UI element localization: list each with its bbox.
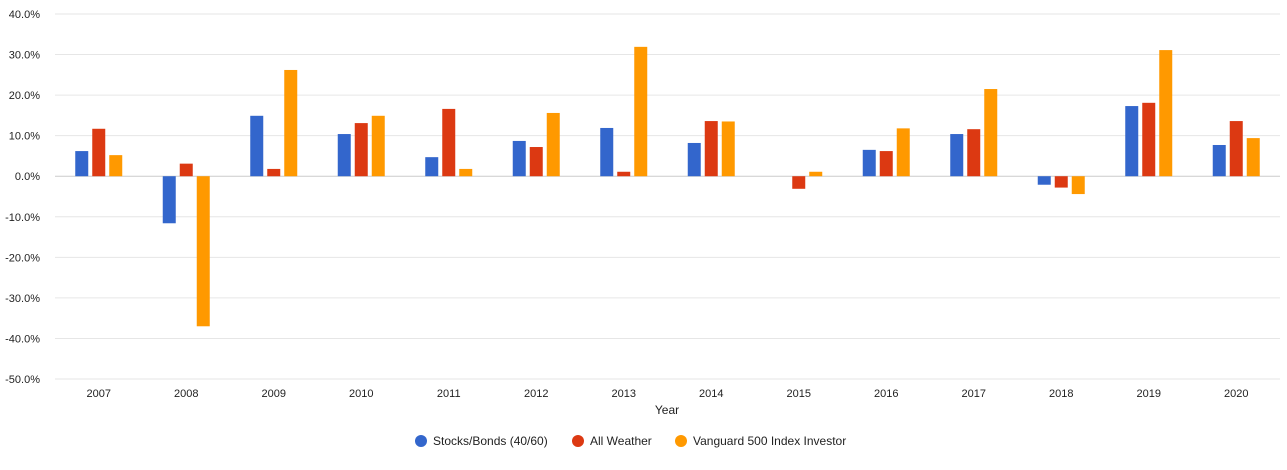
y-tick-label: -50.0% bbox=[5, 374, 40, 386]
bar-2017-series-2 bbox=[984, 89, 998, 177]
bar-2009-series-0 bbox=[250, 115, 264, 177]
y-tick-label: -10.0% bbox=[5, 212, 40, 224]
bar-2010-series-2 bbox=[371, 115, 385, 177]
y-tick-label: 20.0% bbox=[9, 90, 40, 102]
bars bbox=[75, 46, 1260, 327]
x-tick-label: 2008 bbox=[174, 388, 198, 400]
x-tick-label: 2011 bbox=[437, 388, 461, 400]
bar-2012-series-1 bbox=[529, 147, 543, 177]
bar-2011-series-1 bbox=[442, 108, 456, 177]
bar-2018-series-0 bbox=[1037, 176, 1051, 185]
bar-2008-series-1 bbox=[179, 163, 193, 177]
bar-2011-series-2 bbox=[459, 168, 473, 177]
y-tick-label: -20.0% bbox=[5, 252, 40, 264]
x-tick-label: 2019 bbox=[1137, 388, 1161, 400]
bar-2008-series-2 bbox=[196, 176, 210, 327]
y-tick-label: -40.0% bbox=[5, 333, 40, 345]
bar-2020-series-0 bbox=[1212, 144, 1226, 177]
bar-2007-series-2 bbox=[109, 155, 123, 177]
bar-2018-series-1 bbox=[1054, 176, 1068, 188]
bar-2013-series-1 bbox=[617, 171, 631, 177]
legend-label: Stocks/Bonds (40/60) bbox=[433, 434, 548, 448]
bar-2012-series-2 bbox=[546, 112, 560, 177]
bar-2020-series-1 bbox=[1229, 121, 1243, 177]
bar-2016-series-0 bbox=[862, 149, 876, 177]
bar-2007-series-0 bbox=[75, 151, 89, 177]
x-tick-label: 2015 bbox=[787, 388, 811, 400]
x-tick-label: 2020 bbox=[1224, 388, 1248, 400]
bar-2014-series-0 bbox=[687, 142, 701, 177]
legend-marker bbox=[415, 435, 427, 447]
legend-marker bbox=[675, 435, 687, 447]
bar-2009-series-1 bbox=[267, 168, 281, 177]
bar-2016-series-2 bbox=[896, 128, 910, 177]
x-tick-label: 2009 bbox=[262, 388, 286, 400]
bar-2015-series-1 bbox=[792, 176, 806, 189]
bar-2010-series-0 bbox=[337, 134, 351, 177]
bar-2008-series-0 bbox=[162, 176, 176, 224]
y-tick-label: -30.0% bbox=[5, 293, 40, 305]
x-axis-tick-labels: 2007 2008 2009 2010 2011 2012 2013 2014 2015 2016… bbox=[87, 388, 1249, 400]
legend-label: Vanguard 500 Index Investor bbox=[693, 434, 846, 448]
x-tick-label: 2017 bbox=[962, 388, 986, 400]
bar-2013-series-0 bbox=[600, 127, 614, 177]
bar-2016-series-1 bbox=[879, 151, 893, 177]
y-tick-label: 10.0% bbox=[9, 131, 40, 143]
bar-2017-series-1 bbox=[967, 129, 981, 177]
bar-2020-series-2 bbox=[1246, 138, 1260, 177]
y-tick-label: 0.0% bbox=[15, 171, 40, 183]
y-tick-label: 40.0% bbox=[9, 9, 40, 21]
gridlines bbox=[55, 13, 1280, 380]
x-axis-title: Year bbox=[655, 403, 679, 417]
bar-2017-series-0 bbox=[950, 134, 964, 177]
bar-2013-series-2 bbox=[634, 46, 648, 177]
bar-2012-series-0 bbox=[512, 140, 526, 177]
bar-2009-series-2 bbox=[284, 69, 298, 177]
bar-2014-series-1 bbox=[704, 121, 718, 177]
x-tick-label: 2014 bbox=[699, 388, 723, 400]
bar-2019-series-1 bbox=[1142, 102, 1156, 177]
bar-2011-series-0 bbox=[425, 157, 439, 177]
legend: Stocks/Bonds (40/60) All Weather Vanguard … bbox=[415, 434, 846, 448]
x-tick-label: 2007 bbox=[87, 388, 111, 400]
x-tick-label: 2018 bbox=[1049, 388, 1073, 400]
bar-2014-series-2 bbox=[721, 121, 735, 177]
bar-2010-series-1 bbox=[354, 123, 368, 177]
bar-2015-series-2 bbox=[809, 171, 823, 177]
x-tick-label: 2016 bbox=[874, 388, 898, 400]
y-tick-label: 30.0% bbox=[9, 50, 40, 62]
x-tick-label: 2013 bbox=[612, 388, 636, 400]
legend-label: All Weather bbox=[590, 434, 652, 448]
bar-2019-series-0 bbox=[1125, 106, 1139, 177]
bar-2019-series-2 bbox=[1159, 50, 1173, 177]
bar-2018-series-2 bbox=[1071, 176, 1085, 195]
bar-2007-series-1 bbox=[92, 128, 106, 177]
x-tick-label: 2012 bbox=[524, 388, 548, 400]
legend-marker bbox=[572, 435, 584, 447]
x-tick-label: 2010 bbox=[349, 388, 373, 400]
y-axis-tick-labels: 40.0% 30.0% 20.0% 10.0% 0.0% -10.0% -20.0% -30.… bbox=[5, 9, 40, 386]
